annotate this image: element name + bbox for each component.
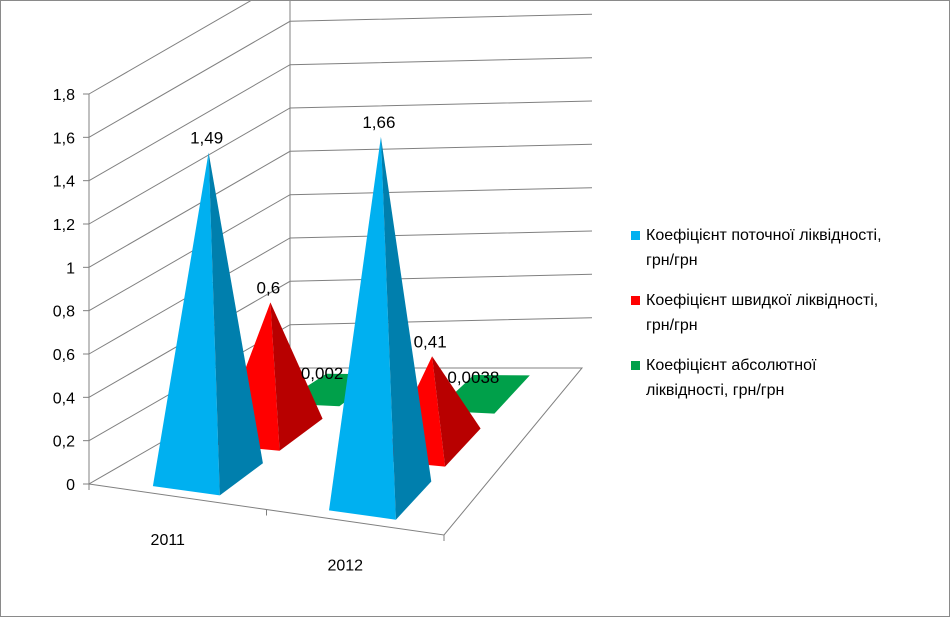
- legend-label-1: Коефіцієнт швидкої ліквідності, грн/грн: [646, 292, 879, 334]
- pyramid-0-1-front: [329, 136, 396, 520]
- legend-swatch-1: [631, 296, 640, 305]
- legend: Коефіцієнт поточної ліквідності, грн/грн…: [631, 223, 946, 418]
- category-label-0: 2011: [151, 532, 186, 549]
- gridlines: [88, 0, 593, 442]
- gridline-4: [88, 187, 593, 312]
- gridline-6: [88, 100, 593, 225]
- legend-label-0: Коефіцієнт поточної ліквідності, грн/грн: [646, 227, 882, 269]
- y-tick-label-0: 0: [66, 477, 75, 494]
- back-wall-right: [582, 1, 592, 368]
- pyramid-0-0-side: [208, 152, 263, 496]
- gridline-3: [88, 230, 593, 355]
- data-label-1-0: 0,6: [257, 278, 281, 297]
- category-label-1: 2012: [327, 557, 363, 574]
- data-label-2-1: 0,0038: [447, 368, 499, 387]
- data-label-1-1: 0,41: [414, 332, 447, 351]
- gridline-5: [88, 143, 593, 268]
- legend-label-2: Коефіцієнт абсолютної ліквідності, грн/г…: [646, 357, 817, 399]
- pyramid-1-0-side: [270, 302, 323, 451]
- data-labels: 0,002 0,0038 0,6 0,41 1,49 1,66: [190, 113, 499, 387]
- legend-item-2: Коефіцієнт абсолютної ліквідності, грн/г…: [631, 353, 946, 403]
- pyramid-1-1-side: [432, 356, 481, 467]
- y-tick-label-9: 1,8: [53, 87, 75, 104]
- pyramid-0-0: [152, 152, 263, 496]
- pyramid-0-1: [329, 136, 432, 520]
- y-tick-label-6: 1,2: [53, 217, 75, 234]
- gridline-9: [88, 0, 253, 95]
- gridline-1: [88, 317, 593, 442]
- category-labels: 2011 2012: [151, 532, 364, 575]
- legend-item-0: Коефіцієнт поточної ліквідності, грн/грн: [631, 223, 946, 273]
- y-tick-label-1: 0,2: [53, 434, 75, 451]
- legend-swatch-0: [631, 231, 640, 240]
- gridline-8: [88, 13, 593, 138]
- y-tick-label-8: 1,6: [53, 130, 75, 147]
- gridline-2: [88, 273, 593, 398]
- y-axis-ticks: 0 0,2 0,4 0,6 0,8 1 1,2 1,4 1,6 1,8: [53, 87, 445, 541]
- y-tick-label-4: 0,8: [53, 304, 75, 321]
- data-label-2-0: 0,002: [301, 364, 344, 383]
- gridline-7: [88, 57, 593, 182]
- data-label-0-1: 1,66: [362, 113, 395, 132]
- pyramid-0-0-front: [152, 152, 220, 496]
- legend-swatch-2: [631, 361, 640, 370]
- legend-item-1: Коефіцієнт швидкої ліквідності, грн/грн: [631, 288, 946, 338]
- y-tick-label-2: 0,4: [53, 390, 75, 407]
- chart-marks: [152, 136, 530, 520]
- pyramid-0-1-side: [380, 136, 432, 520]
- y-tick-label-7: 1,4: [53, 174, 75, 191]
- y-tick-label-3: 0,6: [53, 347, 75, 364]
- y-tick-label-5: 1: [66, 260, 75, 277]
- data-label-0-0: 1,49: [190, 128, 223, 147]
